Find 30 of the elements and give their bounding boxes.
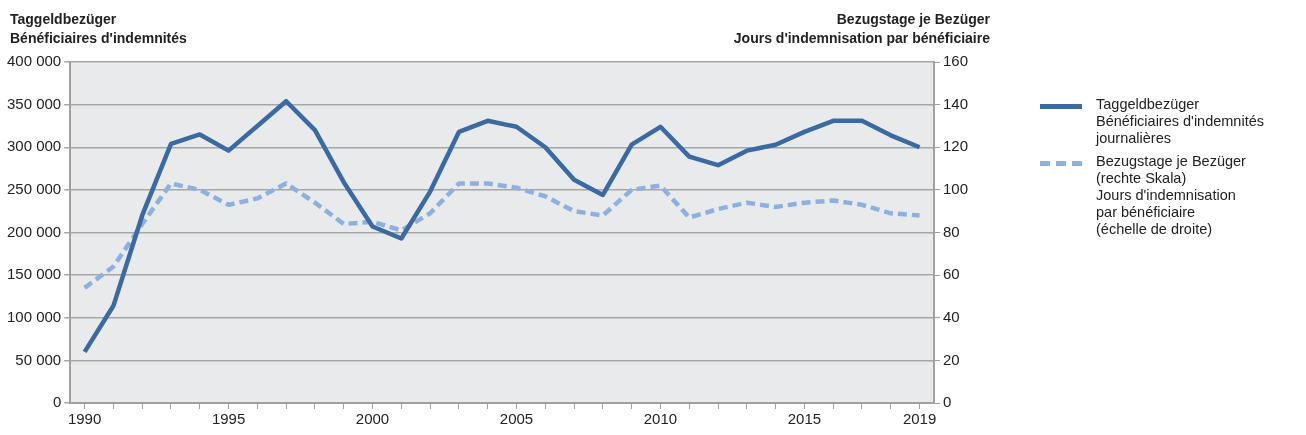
y-tick-label: 100 000 bbox=[6, 307, 62, 325]
y2-tick-label: 20 bbox=[942, 350, 960, 368]
x-tick-label: 2019 bbox=[902, 410, 937, 428]
y-tick-label: 250 000 bbox=[6, 180, 62, 198]
y2-tick-label: 60 bbox=[942, 265, 960, 283]
y2-axis-title: Bezugstage je Bezüger Jours d'indemnisation par bénéficiaire bbox=[733, 10, 990, 48]
legend-label: Taggeldbezüger Bénéficiaires d'indemnités journalières bbox=[1096, 96, 1264, 147]
y2-tick-label: 160 bbox=[942, 52, 968, 70]
x-tick-label: 2015 bbox=[787, 410, 822, 428]
line-series bbox=[82, 181, 922, 291]
y-tick-label: 50 000 bbox=[15, 350, 62, 368]
y-tick-label: 350 000 bbox=[6, 94, 62, 112]
x-tick-label: 2010 bbox=[643, 410, 678, 428]
y-tick-label: 400 000 bbox=[6, 52, 62, 70]
y-axis-title: Taggeldbezüger Bénéficiaires d'indemnités bbox=[10, 10, 187, 48]
y-tick-label: 150 000 bbox=[6, 265, 62, 283]
y-tick-label: 0 bbox=[52, 393, 62, 411]
x-tick-label: 2005 bbox=[499, 410, 534, 428]
legend-label: Bezugstage je Bezüger (rechte Skala) Jours d'indemnisation par bénéficiaire (échelle de droite) bbox=[1096, 153, 1246, 238]
y-tick-label: 200 000 bbox=[6, 222, 62, 240]
y2-tick-label: 40 bbox=[942, 307, 960, 325]
y2-tick-label: 80 bbox=[942, 222, 960, 240]
x-tick-label: 1990 bbox=[67, 410, 102, 428]
x-tick-label: 2000 bbox=[355, 410, 390, 428]
y2-tick-label: 100 bbox=[942, 180, 968, 198]
y2-tick-label: 140 bbox=[942, 94, 968, 112]
y-tick-label: 300 000 bbox=[6, 137, 62, 155]
y2-tick-label: 120 bbox=[942, 137, 968, 155]
x-tick-label: 1995 bbox=[211, 410, 246, 428]
y2-tick-label: 0 bbox=[942, 393, 952, 411]
